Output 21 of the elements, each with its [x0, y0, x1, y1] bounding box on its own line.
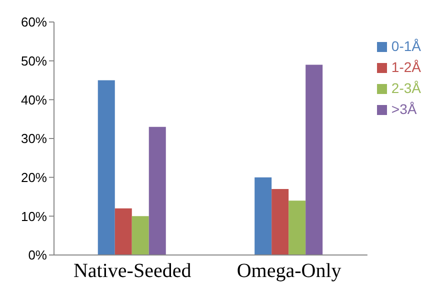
legend-label: 1-2Å	[391, 59, 421, 75]
bar	[132, 216, 149, 255]
y-tick-label: 50%	[20, 53, 48, 68]
y-tick-label: 60%	[20, 14, 48, 30]
bar	[114, 208, 132, 255]
y-tick-label: 10%	[20, 208, 48, 224]
legend-label: 0-1Å	[391, 38, 421, 54]
bar	[148, 126, 166, 255]
y-tick-label: 40%	[20, 92, 48, 108]
x-tick-label: Omega-Only	[236, 260, 342, 282]
x-tick-label: Native-Seeded	[73, 260, 192, 282]
bar	[306, 64, 323, 255]
bar	[254, 177, 272, 255]
bar	[288, 200, 306, 255]
legend-label: 2-3Å	[391, 80, 421, 96]
bar	[272, 188, 289, 255]
legend-label: >3Å	[391, 101, 417, 117]
y-tick-label: 30%	[20, 131, 48, 146]
bar	[98, 80, 115, 255]
y-tick-label: 0%	[28, 248, 48, 263]
y-tick-label: 20%	[20, 170, 48, 185]
